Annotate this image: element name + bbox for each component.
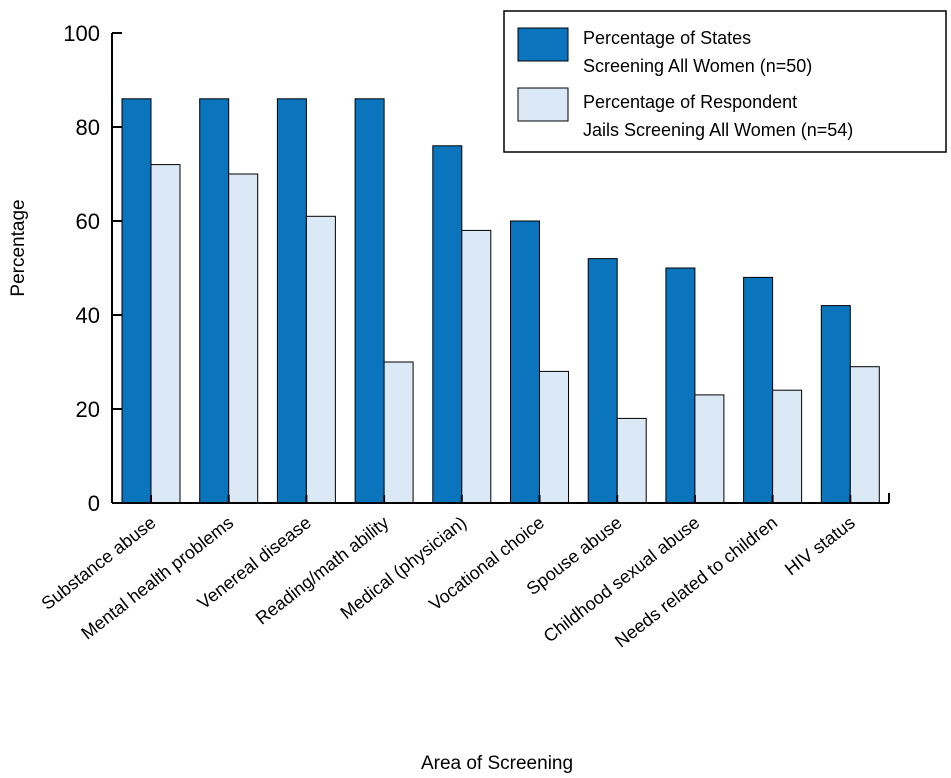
bar-jails-5 xyxy=(539,370,569,504)
y-tick-label: 80 xyxy=(76,115,100,140)
bar-jails-0 xyxy=(150,164,181,504)
x-axis-title: Area of Screening xyxy=(421,753,573,774)
bar-states-5 xyxy=(510,220,540,504)
bar-states-0 xyxy=(121,98,152,504)
bar-jails-8 xyxy=(772,389,803,504)
y-tick-label: 0 xyxy=(88,491,100,516)
y-tick-label: 40 xyxy=(76,303,100,328)
bar-states-7 xyxy=(665,267,696,504)
y-tick-label: 60 xyxy=(76,209,100,234)
legend-label-states-line1: Percentage of States xyxy=(583,28,751,48)
bar-states-9 xyxy=(820,305,851,504)
bar-states-8 xyxy=(743,276,774,504)
bar-states-3 xyxy=(354,98,385,504)
bar-states-2 xyxy=(276,98,307,504)
legend-swatch-jails xyxy=(517,87,569,122)
bar-states-1 xyxy=(199,98,230,504)
legend-label-jails-line2: Jails Screening All Women (n=54) xyxy=(583,120,853,140)
bar-jails-7 xyxy=(694,394,725,504)
bar-jails-4 xyxy=(461,229,492,504)
bar-jails-9 xyxy=(849,366,880,504)
y-tick-label: 100 xyxy=(63,21,100,46)
legend: Percentage of States Screening All Women… xyxy=(503,10,947,153)
bar-jails-6 xyxy=(616,417,647,504)
y-tick-label: 20 xyxy=(76,397,100,422)
legend-label-jails-line1: Percentage of Respondent xyxy=(583,92,797,112)
bar-states-4 xyxy=(432,145,463,504)
x-tick-label: Reading/math ability xyxy=(252,512,393,628)
bar-jails-3 xyxy=(383,361,414,504)
x-tick-label: Medical (physician) xyxy=(337,512,471,623)
bar-states-6 xyxy=(587,258,618,504)
legend-label-states-line2: Screening All Women (n=50) xyxy=(583,56,812,76)
bar-jails-2 xyxy=(305,215,336,504)
bars-group xyxy=(121,98,880,504)
bar-jails-1 xyxy=(228,173,259,504)
legend-box xyxy=(503,10,947,153)
legend-swatch-states xyxy=(517,27,569,62)
x-tick-label: HIV status xyxy=(781,512,859,579)
x-tick-label: Mental health problems xyxy=(77,512,237,643)
y-axis-title: Percentage xyxy=(8,199,29,296)
